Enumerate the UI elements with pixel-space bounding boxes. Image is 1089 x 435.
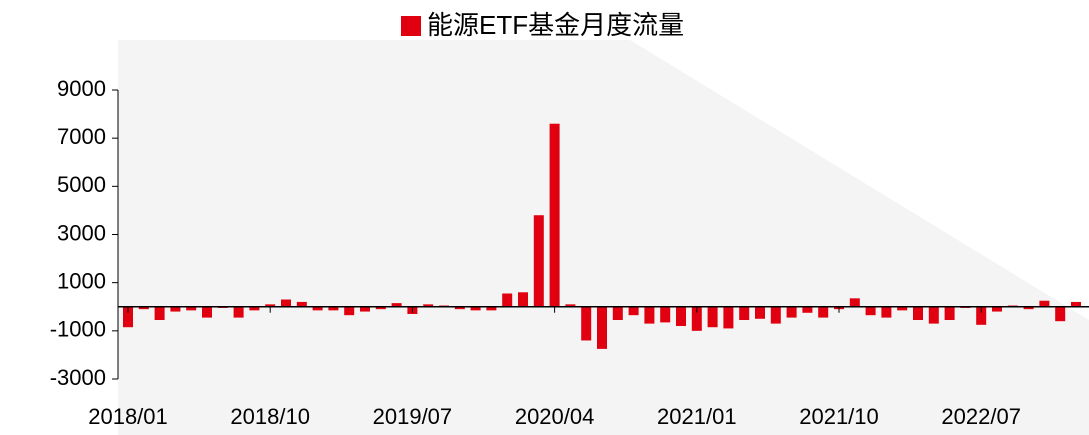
bar bbox=[1055, 306, 1066, 322]
x-tick-label: 2018/10 bbox=[230, 404, 310, 429]
bar bbox=[123, 306, 133, 328]
bar bbox=[565, 304, 576, 307]
bar bbox=[628, 306, 639, 316]
bar bbox=[1071, 301, 1081, 307]
bar bbox=[518, 292, 528, 307]
bar bbox=[296, 301, 307, 307]
bar bbox=[992, 306, 1002, 312]
bar bbox=[976, 306, 987, 325]
bar bbox=[928, 306, 939, 324]
bar bbox=[344, 306, 355, 316]
bar bbox=[502, 293, 513, 307]
bar bbox=[423, 304, 434, 307]
bar bbox=[138, 306, 149, 310]
bar bbox=[233, 306, 244, 318]
bar bbox=[770, 306, 781, 324]
bar bbox=[328, 306, 339, 311]
x-tick-label: 2020/04 bbox=[515, 404, 595, 429]
legend: 能源ETF基金月度流量 bbox=[401, 10, 684, 40]
x-tick-label: 2022/07 bbox=[941, 404, 1021, 429]
bar bbox=[186, 306, 197, 311]
bar bbox=[360, 306, 370, 312]
bar bbox=[375, 306, 386, 310]
background-shape bbox=[118, 40, 1089, 435]
bar bbox=[281, 299, 291, 307]
legend-label: 能源ETF基金月度流量 bbox=[427, 10, 684, 40]
y-tick-label: 1000 bbox=[57, 268, 106, 293]
bar bbox=[802, 306, 813, 313]
bar bbox=[865, 306, 876, 316]
bar bbox=[644, 306, 655, 324]
y-tick-label: -3000 bbox=[50, 365, 106, 390]
bar bbox=[312, 306, 323, 311]
bar bbox=[533, 215, 544, 307]
bar bbox=[486, 306, 497, 311]
y-tick-label: -1000 bbox=[50, 317, 106, 342]
bar bbox=[470, 306, 481, 311]
bar bbox=[660, 306, 671, 323]
y-tick-label: 3000 bbox=[57, 220, 106, 245]
y-tick-label: 9000 bbox=[57, 76, 106, 101]
bar bbox=[597, 306, 607, 349]
bar bbox=[265, 304, 276, 307]
bar bbox=[154, 306, 165, 320]
x-tick-label: 2021/01 bbox=[657, 404, 737, 429]
x-tick-label: 2021/10 bbox=[799, 404, 879, 429]
bar bbox=[1023, 306, 1034, 310]
bar bbox=[723, 306, 734, 329]
bar bbox=[391, 303, 402, 307]
y-tick-label: 7000 bbox=[57, 124, 106, 149]
bar bbox=[612, 306, 623, 320]
x-tick-label: 2018/01 bbox=[88, 404, 168, 429]
bar bbox=[549, 123, 560, 307]
bar bbox=[691, 306, 702, 331]
bar bbox=[944, 306, 955, 320]
bar bbox=[818, 306, 829, 318]
bar bbox=[676, 306, 686, 327]
bar bbox=[170, 306, 181, 312]
bar bbox=[707, 306, 718, 328]
bar bbox=[1039, 300, 1050, 307]
y-tick-label: 5000 bbox=[57, 172, 106, 197]
bar bbox=[755, 306, 765, 319]
bar bbox=[897, 306, 908, 311]
bar bbox=[786, 306, 797, 318]
bar bbox=[249, 306, 260, 311]
bar bbox=[739, 306, 750, 320]
bar bbox=[881, 306, 892, 318]
bar bbox=[454, 306, 465, 310]
bar bbox=[849, 298, 860, 307]
bar bbox=[202, 306, 212, 318]
bar bbox=[581, 306, 592, 341]
bar bbox=[913, 306, 923, 320]
x-tick-label: 2019/07 bbox=[373, 404, 453, 429]
legend-swatch bbox=[401, 16, 421, 36]
